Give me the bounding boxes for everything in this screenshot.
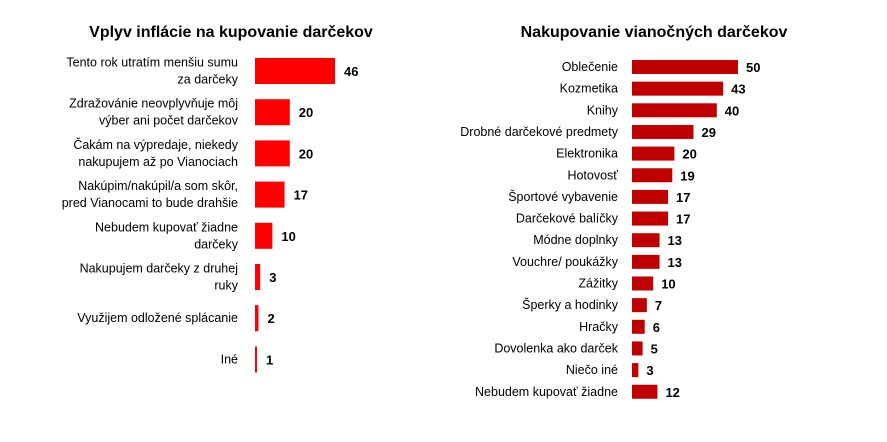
right-category-label: Hotovosť	[567, 168, 618, 182]
right-bar	[632, 211, 669, 226]
right-bar	[632, 233, 660, 248]
left-category-label: Tento rok utratím menšiu sumu	[66, 56, 238, 70]
right-category-label: Vouchre/ poukážky	[512, 255, 618, 269]
right-bar	[632, 103, 717, 118]
right-bar	[632, 319, 645, 334]
right-category-label: Darčekové balíčky	[516, 212, 619, 226]
right-category-label: Oblečenie	[562, 60, 618, 74]
right-category-label: Elektronika	[556, 147, 618, 161]
christmas-gift-shopping-chart: Nakupovanie vianočných darčekov Oblečeni…	[460, 24, 787, 400]
left-value-label: 3	[269, 270, 276, 285]
left-category-label: Využijem odložené splácanie	[77, 311, 238, 325]
right-bar	[632, 276, 654, 291]
right-bar	[632, 124, 694, 139]
left-category-labels: Tento rok utratím menšiu sumu za darčeky Z…	[62, 56, 239, 367]
inflation-impact-chart: Vplyv inflácie na kupovanie darčekov Ten…	[62, 24, 373, 373]
right-value-label: 40	[725, 103, 739, 118]
right-value-label: 20	[682, 147, 696, 162]
right-value-label: 5	[651, 341, 658, 356]
right-value-label: 10	[661, 277, 675, 292]
right-bar	[632, 298, 647, 313]
left-value-label: 20	[299, 146, 313, 161]
left-category-label: nakupujem až po Vianociach	[78, 155, 238, 169]
left-bar	[255, 346, 257, 373]
right-category-label: Dovolenka ako darček	[494, 341, 618, 355]
left-value-labels: 46 20 20 17 10 3 2 1	[266, 64, 358, 367]
left-bar	[255, 264, 261, 290]
left-value-label: 1	[266, 352, 273, 367]
right-category-label: Knihy	[587, 103, 619, 117]
right-category-label: Zážitky	[578, 277, 618, 291]
right-category-label: Šperky a hodinky	[522, 297, 619, 312]
left-category-label: pred Vianocami to bude drahšie	[62, 196, 238, 210]
right-bars	[632, 60, 738, 399]
right-category-label: Nebudem kupovať žiadne	[475, 385, 618, 399]
right-value-label: 7	[655, 298, 662, 313]
left-category-label: Čakám na výpredaje, niekedy	[73, 137, 238, 152]
left-value-label: 20	[299, 105, 313, 120]
left-bars	[255, 58, 335, 373]
right-category-labels: Oblečenie Kozmetika Knihy Drobné darčekové …	[460, 60, 618, 399]
left-bar	[255, 305, 259, 332]
left-category-label: Zdražovánie neovplyvňuje môj	[69, 97, 238, 111]
left-value-label: 17	[294, 188, 308, 203]
right-category-label: Športové vybavenie	[508, 189, 618, 204]
left-category-label: Iné	[221, 352, 238, 366]
left-bar	[255, 99, 290, 126]
right-category-label: Hračky	[579, 320, 619, 334]
left-value-label: 2	[267, 311, 274, 326]
left-bar	[255, 222, 273, 249]
right-bar	[632, 384, 658, 399]
left-value-label: 46	[344, 64, 358, 79]
left-bar	[255, 140, 290, 167]
right-value-label: 12	[665, 385, 679, 400]
left-bar	[255, 58, 335, 84]
right-value-label: 17	[676, 212, 690, 227]
right-value-label: 43	[731, 82, 745, 97]
left-category-label: za darčeky	[178, 73, 239, 87]
right-bar	[632, 146, 675, 161]
left-bar	[255, 181, 285, 208]
right-value-label: 6	[653, 320, 660, 335]
left-category-label: Nakupujem darčeky z druhej	[80, 262, 238, 276]
right-value-label: 50	[746, 60, 760, 75]
right-category-label: Niečo iné	[566, 363, 618, 377]
right-value-label: 19	[680, 168, 694, 183]
right-category-label: Kozmetika	[560, 82, 618, 96]
left-category-label: ruky	[214, 279, 238, 293]
right-bar	[632, 189, 669, 204]
right-bar	[632, 254, 660, 269]
right-category-label: Módne doplnky	[533, 233, 619, 247]
right-category-label: Drobné darčekové predmety	[460, 125, 618, 139]
right-value-label: 13	[668, 255, 682, 270]
right-value-label: 13	[668, 233, 682, 248]
right-bar	[632, 363, 639, 378]
left-category-label: Nakúpim/nakúpil/a som skôr,	[78, 179, 238, 193]
right-bar	[632, 81, 724, 96]
right-bar	[632, 168, 673, 183]
left-chart-title: Vplyv inflácie na kupovanie darčekov	[89, 24, 373, 41]
left-category-label: výber ani počet darčekov	[99, 114, 239, 128]
left-category-label: Nebudem kupovať žiadne	[95, 220, 238, 234]
right-value-label: 29	[701, 125, 715, 140]
right-bar	[632, 60, 738, 74]
left-value-label: 10	[281, 229, 295, 244]
right-value-label: 17	[676, 190, 690, 205]
right-bar	[632, 341, 643, 356]
left-category-label: darčeky	[194, 237, 239, 251]
right-value-label: 3	[646, 363, 653, 378]
right-chart-title: Nakupovanie vianočných darčekov	[521, 24, 788, 41]
